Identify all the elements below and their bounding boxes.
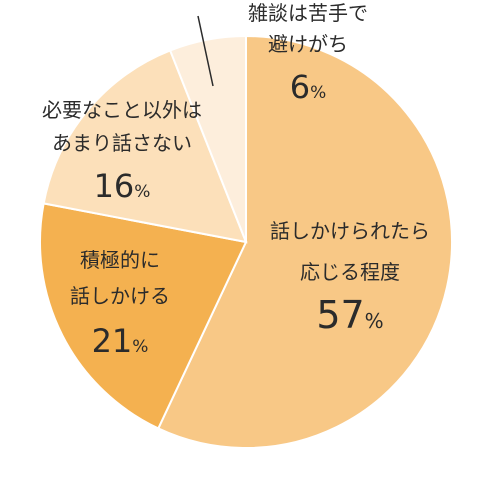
slice-percent: 16%	[94, 167, 151, 205]
slice-percent: 21%	[92, 322, 149, 360]
pie-slices	[39, 34, 453, 449]
slice-percent: 57%	[316, 293, 383, 337]
slice-percent: 6%	[290, 68, 327, 106]
slice-respond	[156, 34, 453, 449]
slice-label-line: 雑談は苦手で	[248, 1, 368, 25]
slice-label-line: 話しかける	[70, 284, 170, 308]
slice-label-line: 話しかけられたら	[270, 219, 430, 243]
slice-label-line: あまり話さない	[52, 131, 192, 155]
slice-label-line: 必要なこと以外は	[42, 98, 202, 122]
leader-line	[197, 15, 214, 87]
slice-label-line: 積極的に	[80, 248, 160, 272]
slice-label-line: 応じる程度	[300, 260, 400, 284]
slice-avoid	[168, 34, 247, 243]
slice-minimal	[42, 49, 248, 244]
slice-active	[39, 202, 248, 430]
slice-label-line: 避けがち	[268, 32, 348, 56]
